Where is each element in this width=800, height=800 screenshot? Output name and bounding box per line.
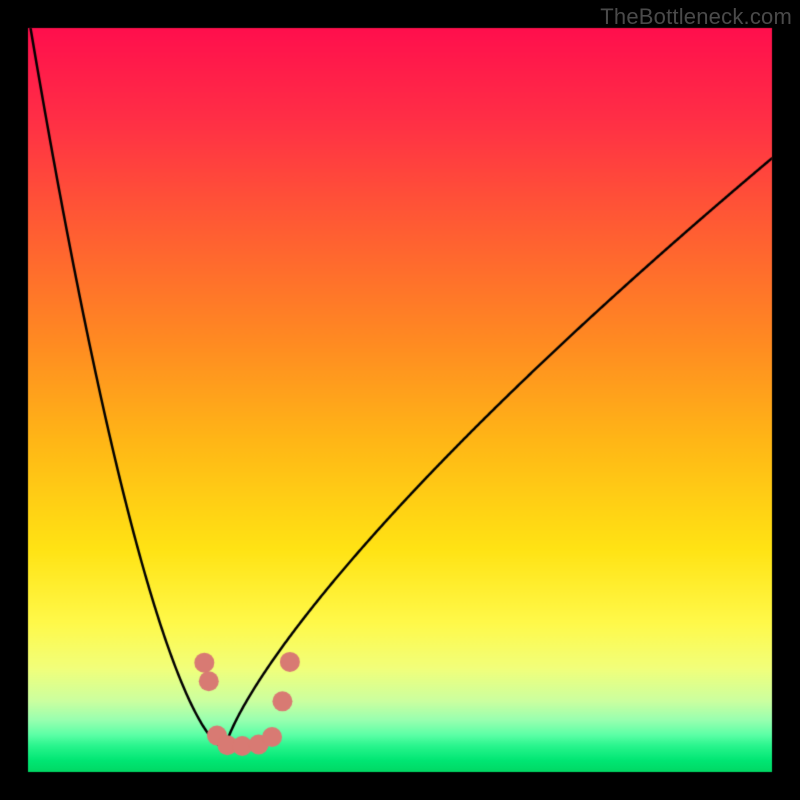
- chart-stage: TheBottleneck.com: [0, 0, 800, 800]
- watermark-text: TheBottleneck.com: [600, 4, 792, 30]
- curve-canvas: [0, 0, 800, 800]
